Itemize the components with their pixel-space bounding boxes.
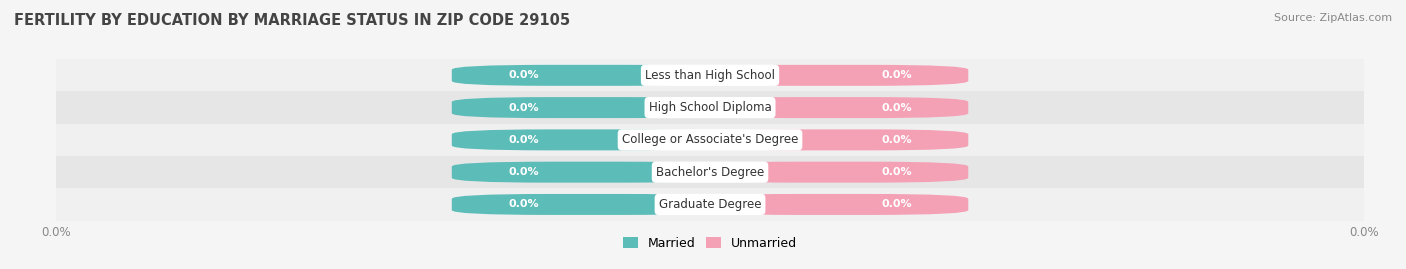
Text: FERTILITY BY EDUCATION BY MARRIAGE STATUS IN ZIP CODE 29105: FERTILITY BY EDUCATION BY MARRIAGE STATU… xyxy=(14,13,571,29)
Text: 0.0%: 0.0% xyxy=(882,70,911,80)
Text: 0.0%: 0.0% xyxy=(509,199,538,210)
Text: 0.0%: 0.0% xyxy=(509,102,538,113)
Text: Graduate Degree: Graduate Degree xyxy=(659,198,761,211)
Text: 0.0%: 0.0% xyxy=(882,135,911,145)
Text: Bachelor's Degree: Bachelor's Degree xyxy=(657,166,763,179)
Text: College or Associate's Degree: College or Associate's Degree xyxy=(621,133,799,146)
Text: 0.0%: 0.0% xyxy=(509,70,538,80)
FancyBboxPatch shape xyxy=(451,65,720,86)
Bar xyxy=(56,91,1364,124)
Text: 0.0%: 0.0% xyxy=(509,135,538,145)
FancyBboxPatch shape xyxy=(700,97,969,118)
Text: 0.0%: 0.0% xyxy=(882,102,911,113)
Text: 0.0%: 0.0% xyxy=(882,167,911,177)
Text: High School Diploma: High School Diploma xyxy=(648,101,772,114)
Bar xyxy=(56,124,1364,156)
FancyBboxPatch shape xyxy=(700,65,969,86)
FancyBboxPatch shape xyxy=(451,129,720,150)
FancyBboxPatch shape xyxy=(451,194,720,215)
FancyBboxPatch shape xyxy=(451,162,720,183)
Text: Source: ZipAtlas.com: Source: ZipAtlas.com xyxy=(1274,13,1392,23)
Bar xyxy=(56,156,1364,188)
Text: 0.0%: 0.0% xyxy=(882,199,911,210)
FancyBboxPatch shape xyxy=(700,162,969,183)
FancyBboxPatch shape xyxy=(700,129,969,150)
FancyBboxPatch shape xyxy=(700,194,969,215)
Bar xyxy=(56,188,1364,221)
Text: 0.0%: 0.0% xyxy=(509,167,538,177)
Bar xyxy=(56,59,1364,91)
FancyBboxPatch shape xyxy=(451,97,720,118)
Legend: Married, Unmarried: Married, Unmarried xyxy=(623,237,797,250)
Text: Less than High School: Less than High School xyxy=(645,69,775,82)
